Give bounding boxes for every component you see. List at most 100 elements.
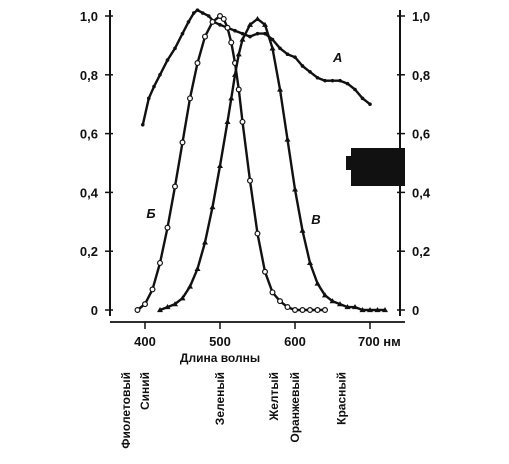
curve-point [202, 33, 209, 40]
curve-point [338, 78, 342, 83]
curve-point [149, 286, 156, 293]
curve-point [179, 139, 186, 146]
curve-point [146, 96, 151, 101]
y-tick-label-right: 0,2 [412, 244, 430, 259]
curve-point [220, 15, 227, 22]
color-name-label: Синий [138, 372, 152, 410]
curve-label: Б [146, 206, 155, 221]
curve-point [209, 18, 216, 25]
curve-point [308, 70, 312, 74]
x-tick-label: 600 [284, 334, 306, 349]
curve-point [140, 122, 145, 127]
curve-point [248, 34, 252, 39]
x-axis-label: Длина волны [180, 351, 260, 365]
curve-point [330, 78, 335, 83]
curve-point [179, 295, 186, 301]
curve-point [157, 307, 163, 313]
curve-point [314, 307, 321, 314]
curve-point [277, 298, 284, 305]
curve-point [345, 81, 350, 86]
curve-point [367, 307, 373, 313]
curve-point [134, 307, 141, 314]
y-tick-label-left: 0 [91, 303, 98, 318]
curve-point [344, 304, 351, 310]
curve-point [284, 304, 291, 311]
curve-point [299, 307, 306, 314]
curve-point [200, 11, 205, 15]
x-tick-label: 700 нм [358, 334, 401, 349]
curve-point [285, 52, 290, 57]
curve-point [315, 75, 320, 80]
curve-point [247, 21, 253, 27]
curve-point [186, 20, 191, 24]
curve-point [191, 11, 196, 15]
curve-point [307, 259, 313, 266]
curve-point [368, 102, 372, 106]
color-name-label: Желтый [267, 372, 281, 422]
curve-point [224, 118, 231, 124]
curve-point [247, 177, 254, 184]
curve-point [382, 307, 388, 313]
curve-point [314, 280, 321, 286]
curve-point [164, 304, 171, 310]
y-tick-label-right: 0,6 [412, 127, 430, 142]
curve-point [300, 64, 305, 68]
curve-point [187, 283, 193, 289]
curve-point [284, 136, 291, 142]
curve-point [206, 14, 211, 18]
curve-point [224, 24, 231, 31]
curve-point [307, 307, 314, 314]
curve-point [353, 87, 357, 92]
curve-point [352, 304, 358, 310]
curve-point [240, 31, 245, 36]
curve-point [228, 39, 235, 46]
curve-point [157, 259, 164, 266]
curve-point [269, 289, 276, 296]
curve-point [202, 239, 208, 245]
color-name-label: Оранжевый [288, 372, 302, 443]
curve-line [141, 8, 371, 126]
curve-point [262, 268, 269, 275]
curve-point [255, 31, 260, 36]
curve-point [359, 307, 366, 313]
color-name-label: Зеленый [213, 372, 227, 425]
curve-point [228, 95, 235, 101]
axes [105, 10, 405, 329]
curve-point [152, 84, 156, 89]
curve-point [239, 118, 246, 125]
curve-point [172, 301, 178, 307]
labels: 0 0 0,2 0,2 0,4 0,4 0,6 0,6 0,8 0,8 1,0 1,0 400 500 60… [80, 9, 431, 449]
curve-point [270, 37, 275, 42]
curve-point [360, 96, 365, 101]
curve-point [187, 95, 194, 102]
y-tick-label-left: 0,8 [80, 68, 98, 83]
curve-point [278, 46, 282, 51]
curve-point [142, 301, 149, 308]
curve-point [239, 36, 246, 42]
curve-point [172, 183, 179, 190]
curve-point [235, 86, 242, 93]
y-tick-label-right: 0,4 [412, 185, 431, 200]
curve-label: А [332, 50, 342, 65]
y-tick-label-right: 1,0 [412, 9, 430, 24]
curve-point [269, 45, 276, 51]
y-tick-label-right: 0 [412, 303, 419, 318]
curve-point [337, 301, 343, 307]
curve-point [235, 51, 242, 57]
curve-point [292, 186, 298, 192]
curve-point [164, 224, 171, 231]
curve-point [194, 265, 201, 271]
curve-point [218, 23, 222, 27]
curve-point [232, 71, 238, 77]
curve-point [329, 298, 336, 304]
x-tick-label: 400 [134, 334, 156, 349]
curve-point [217, 162, 223, 169]
curve-point [195, 8, 200, 12]
y-tick-label-right: 0,8 [412, 68, 430, 83]
curve-point [293, 55, 297, 59]
curve-point [158, 73, 162, 77]
curve-point [194, 60, 201, 67]
y-tick-label-left: 0,4 [80, 185, 99, 200]
curve-point [209, 204, 216, 210]
